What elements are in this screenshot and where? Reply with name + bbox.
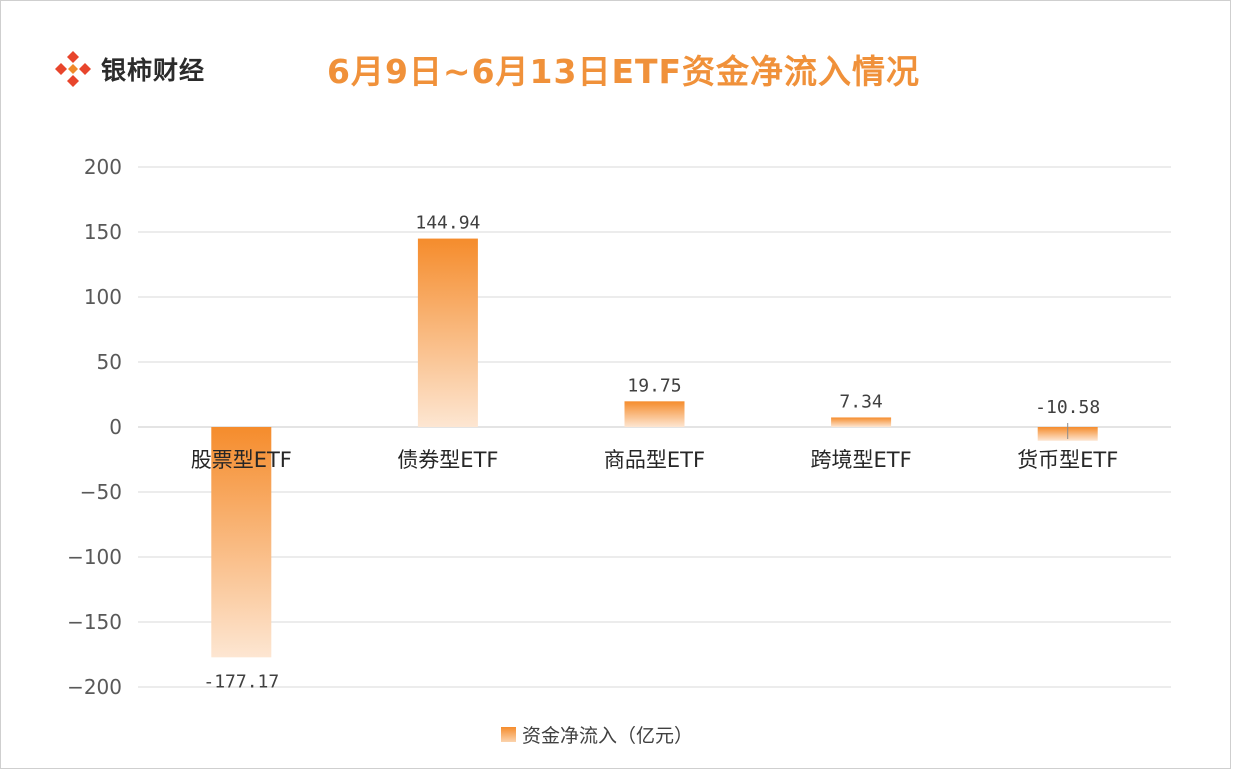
- bar: [831, 417, 892, 427]
- y-tick-label: 100: [84, 285, 122, 309]
- y-tick-label: 50: [97, 350, 122, 374]
- bar: [211, 427, 272, 658]
- y-tick-label: 0: [109, 415, 122, 439]
- y-tick-label: 150: [84, 220, 122, 244]
- bar: [417, 238, 478, 427]
- brand-logo: 银柿财经: [53, 49, 205, 89]
- bar: [624, 401, 685, 427]
- y-tick-label: −150: [67, 610, 122, 634]
- y-tick-label: 200: [84, 155, 122, 179]
- y-tick-label: −200: [67, 675, 122, 699]
- chart-title: 6月9日~6月13日ETF资金净流入情况: [327, 52, 921, 91]
- data-label: 144.94: [415, 213, 480, 234]
- category-label: 货币型ETF: [1017, 448, 1118, 472]
- category-label: 债券型ETF: [397, 448, 498, 472]
- diamond-logo-icon: [55, 51, 91, 87]
- category-label: 跨境型ETF: [811, 448, 912, 472]
- category-label: 商品型ETF: [604, 448, 705, 472]
- chart-legend: 资金净流入（亿元）: [501, 721, 693, 748]
- category-label: 股票型ETF: [191, 448, 292, 472]
- y-tick-label: −50: [80, 480, 122, 504]
- y-tick-label: −100: [67, 545, 122, 569]
- brand-name: 银柿财经: [101, 56, 206, 85]
- data-label: 19.75: [627, 375, 681, 396]
- data-label: -10.58: [1035, 397, 1100, 418]
- legend-swatch: [501, 727, 516, 742]
- legend-label: 资金净流入（亿元）: [522, 725, 694, 747]
- data-label: -177.17: [203, 671, 279, 692]
- data-label: 7.34: [839, 391, 882, 412]
